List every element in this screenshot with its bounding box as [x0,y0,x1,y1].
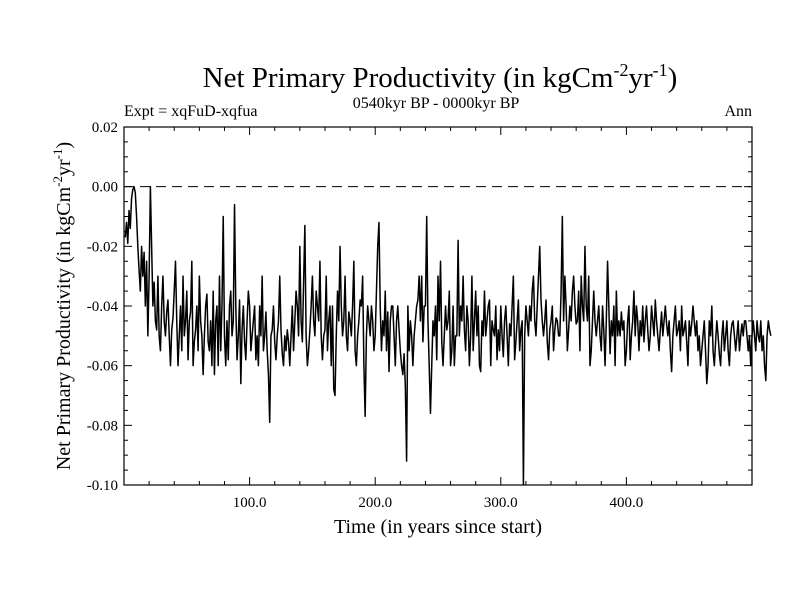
title-mid: yr [628,62,653,94]
y-axis-label: Net Primary Productivity (in kgCm-2yr-1) [50,142,75,470]
ylabel-main: Net Primary Productivity (in kgCm [53,186,75,470]
x-tick-label: 200.0 [358,495,392,511]
y-tick-label: -0.02 [87,239,118,255]
y-tick-label: 0.02 [92,120,118,136]
ylabel-sup1: -2 [50,176,65,187]
title-sup1: -2 [613,60,628,80]
experiment-label: Expt = xqFuD-xqfua [124,103,257,120]
x-tick-label: 100.0 [233,495,267,511]
x-axis-label: Time (in years since start) [334,516,542,538]
title-main: Net Primary Productivity (in kgCm [203,62,614,94]
chart-title: Net Primary Productivity (in kgCm-2yr-1) [203,60,678,94]
ylabel-end: ) [53,142,75,149]
ylabel-mid: yr [53,159,75,176]
season-label: Ann [724,103,752,120]
axis-ticks: 100.0 200.0 300.0 400.0 -0.10 -0.08 -0.06 -0.04… [87,120,752,511]
y-tick-label: -0.04 [87,299,119,315]
title-end: ) [668,62,678,94]
ylabel-sup2: -1 [50,149,65,160]
title-sup2: -1 [653,60,668,80]
subtitle: 0540kyr BP - 0000kyr BP [353,95,520,112]
x-tick-label: 400.0 [610,495,644,511]
npp-series-line [124,185,772,486]
y-tick-label: -0.06 [87,359,119,375]
y-tick-label: -0.10 [87,478,118,494]
y-tick-label: 0.00 [92,180,118,196]
x-tick-label: 300.0 [484,495,518,511]
y-tick-label: -0.08 [87,418,118,434]
